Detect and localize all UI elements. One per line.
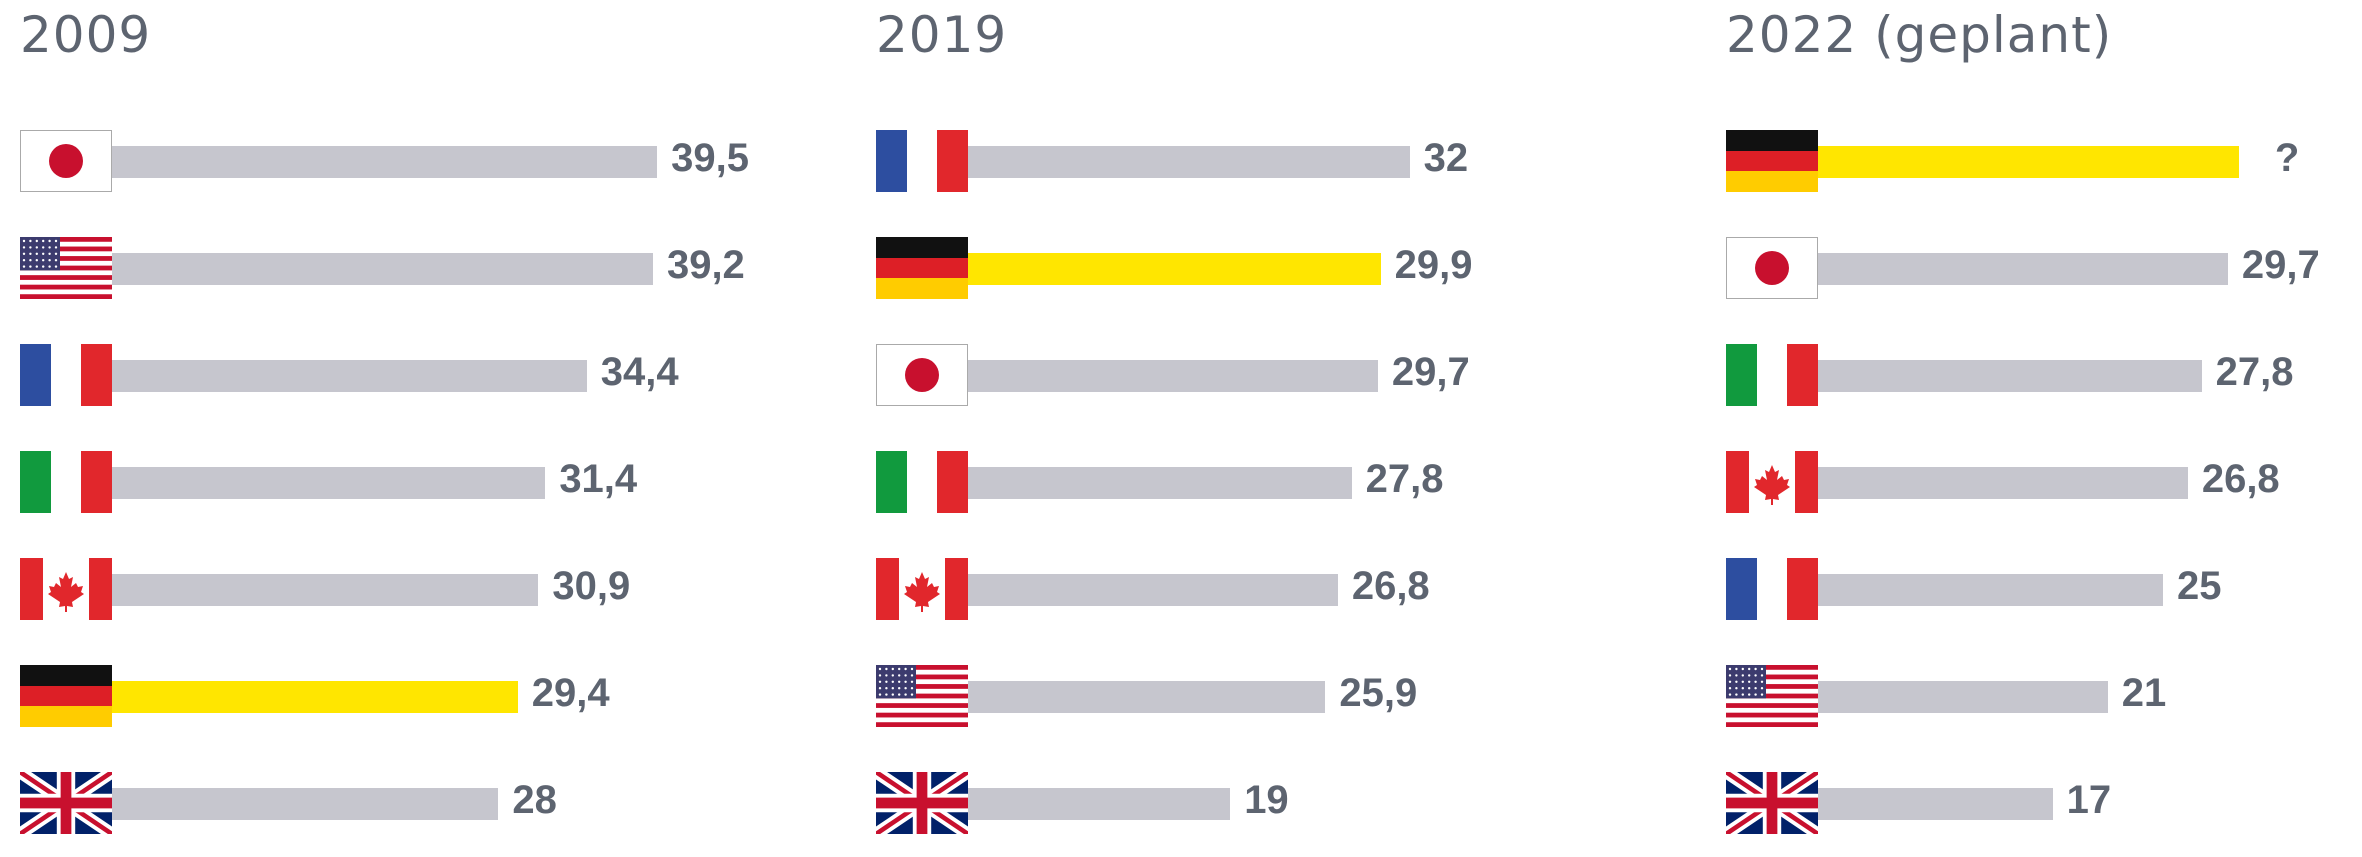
data-label: 28 — [512, 778, 557, 822]
bar — [968, 467, 1352, 499]
data-label: 27,8 — [2215, 350, 2294, 394]
italy-flag-icon — [20, 451, 112, 513]
uk-flag-icon — [876, 772, 968, 834]
bar-row: 29,4 — [20, 665, 740, 729]
data-label: 17 — [2066, 778, 2112, 822]
germany-flag-icon — [1726, 130, 1818, 192]
bar-row: 31,4 — [20, 451, 740, 515]
italy-flag-icon — [876, 451, 968, 513]
usa-flag-icon — [1726, 665, 1818, 727]
bar-row: 27,8 — [876, 451, 1596, 515]
bar-row: ? — [1726, 130, 2362, 194]
panel-title: 2019 — [876, 6, 1008, 64]
bar-row: 32 — [876, 130, 1596, 194]
bar — [1818, 253, 2228, 285]
bar-row: 27,8 — [1726, 344, 2362, 408]
bar — [968, 574, 1338, 606]
germany-flag-icon — [876, 237, 968, 299]
bar — [968, 360, 1378, 392]
bar — [112, 360, 587, 392]
canada-flag-icon — [876, 558, 968, 620]
data-label: 29,7 — [2241, 243, 2320, 287]
japan-flag-icon — [876, 344, 968, 406]
usa-flag-icon — [876, 665, 968, 727]
bar — [1818, 467, 2188, 499]
uk-flag-icon — [1726, 772, 1818, 834]
japan-flag-icon — [1726, 237, 1818, 299]
canada-flag-icon — [1726, 451, 1818, 513]
data-label: 19 — [1244, 778, 1289, 822]
bar-row: 29,7 — [876, 344, 1596, 408]
data-label: 26,8 — [1351, 564, 1430, 608]
bar-row: 26,8 — [876, 558, 1596, 622]
bar — [112, 467, 546, 499]
bar-row: 21 — [1726, 665, 2362, 729]
usa-flag-icon — [20, 237, 112, 299]
bar — [1818, 574, 2163, 606]
bar — [968, 146, 1410, 178]
bar-row: 29,9 — [876, 237, 1596, 301]
bar — [1818, 681, 2108, 713]
bar-row: 25 — [1726, 558, 2362, 622]
panel-title: 2022 (geplant) — [1726, 6, 2113, 64]
data-label: 30,9 — [552, 564, 631, 608]
bar — [112, 146, 658, 178]
bar — [112, 574, 539, 606]
japan-flag-icon — [20, 130, 112, 192]
data-label: ? — [2274, 136, 2300, 180]
uk-flag-icon — [20, 772, 112, 834]
data-label: 29,4 — [531, 671, 610, 715]
bar — [1818, 360, 2202, 392]
bar — [112, 681, 518, 713]
bar-row: 34,4 — [20, 344, 740, 408]
bar — [112, 788, 499, 820]
germany-flag-icon — [20, 665, 112, 727]
panel-title: 2009 — [20, 6, 152, 64]
data-label: 21 — [2121, 671, 2167, 715]
france-flag-icon — [876, 130, 968, 192]
bar — [968, 788, 1231, 820]
bar — [1818, 146, 2239, 178]
france-flag-icon — [20, 344, 112, 406]
data-label: 34,4 — [600, 350, 679, 394]
data-label: 27,8 — [1365, 457, 1444, 501]
data-label: 32 — [1423, 136, 1469, 180]
bar-row: 26,8 — [1726, 451, 2362, 515]
bar-row: 19 — [876, 772, 1596, 836]
bar-row: 30,9 — [20, 558, 740, 622]
data-label: 25 — [2177, 564, 2222, 608]
data-label: 29,7 — [1391, 350, 1470, 394]
data-label: 39,2 — [666, 243, 745, 287]
chart-panel-3: 2022 (geplant)? 29,7 27,8 26,8 25 21 17 — [1726, 0, 2362, 857]
data-label: 25,9 — [1339, 671, 1418, 715]
chart-panel-1: 2009 39,5 39,2 34,4 31,4 30,9 29,4 28 — [20, 0, 749, 857]
chart-panel-2: 2019 32 29,9 29,7 27,8 26,8 25,9 19 — [876, 0, 1596, 857]
bar-row: 39,5 — [20, 130, 749, 194]
bar-row: 28 — [20, 772, 740, 836]
bar-row: 29,7 — [1726, 237, 2362, 301]
bar-row: 25,9 — [876, 665, 1596, 729]
bar-row: 39,2 — [20, 237, 745, 301]
bar — [968, 253, 1381, 285]
bar-row: 17 — [1726, 772, 2362, 836]
data-label: 26,8 — [2201, 457, 2280, 501]
bar — [112, 253, 653, 285]
data-label: 29,9 — [1394, 243, 1473, 287]
data-label: 31,4 — [559, 457, 638, 501]
bar — [968, 681, 1326, 713]
data-label: 39,5 — [671, 136, 749, 180]
bar — [1818, 788, 2053, 820]
italy-flag-icon — [1726, 344, 1818, 406]
france-flag-icon — [1726, 558, 1818, 620]
canada-flag-icon — [20, 558, 112, 620]
